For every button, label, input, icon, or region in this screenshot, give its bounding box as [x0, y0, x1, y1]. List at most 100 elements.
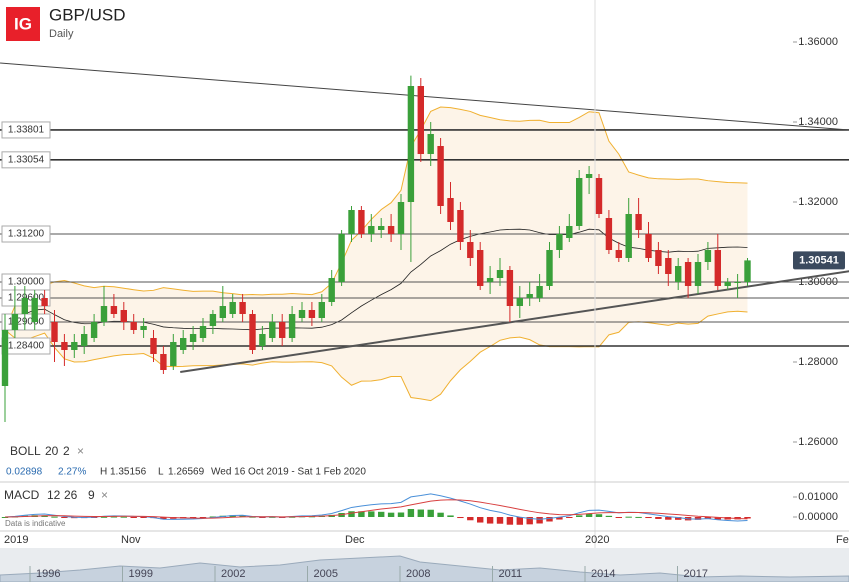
close-button[interactable]: ×: [77, 444, 84, 458]
candle-body: [61, 342, 68, 350]
navigator-area: [0, 555, 849, 582]
x-tick-label: 2020: [585, 534, 609, 546]
signal-line: [4, 499, 748, 520]
macd-histogram: [447, 515, 454, 517]
navigator-year: 2008: [406, 568, 430, 580]
bollinger-fill: [5, 106, 748, 401]
candle-body: [160, 354, 167, 370]
macd-histogram: [437, 512, 444, 517]
logo: [6, 7, 40, 41]
level-label-box: [1, 151, 51, 169]
macd-histogram: [417, 509, 424, 517]
macd-histogram: [160, 517, 167, 520]
level-label: 1.29000: [8, 317, 45, 328]
low: 1.26569: [168, 467, 205, 478]
boll-name: BOLL: [10, 444, 41, 458]
x-tick-label: Nov: [121, 534, 141, 546]
level-label: 1.33801: [8, 125, 45, 136]
macd-histogram: [704, 517, 712, 519]
macd-histogram: [506, 517, 514, 525]
macd-histogram: [645, 517, 652, 519]
y-tick-label: 0.00000: [798, 511, 838, 523]
macd-histogram: [605, 515, 613, 517]
macd-histogram: [209, 516, 217, 518]
change: 0.02898: [6, 467, 43, 478]
last-price-box: [793, 251, 845, 270]
macd-histogram: [130, 517, 137, 518]
level-label: 1.33054: [8, 154, 45, 165]
macd-histogram: [100, 516, 108, 518]
candle-body: [140, 326, 147, 330]
candle-body: [477, 250, 484, 286]
candle-body: [387, 226, 395, 234]
candle-body: [279, 322, 286, 338]
macd-histogram: [140, 517, 147, 518]
navigator-year: 2002: [221, 568, 245, 580]
candle-body: [635, 214, 642, 230]
macd-histogram: [546, 517, 553, 522]
bollinger-lower: [4, 310, 748, 402]
y-tick-label: 1.28000: [798, 356, 838, 368]
macd-histogram: [585, 513, 593, 517]
candle-body: [308, 310, 316, 318]
macd-histogram: [387, 512, 395, 517]
candle-body: [259, 334, 266, 346]
macd-histogram: [625, 516, 632, 518]
navigator-year: 1999: [129, 568, 153, 580]
candle-body: [130, 322, 137, 330]
candle-body: [51, 322, 58, 342]
level-label: 1.31200: [8, 229, 45, 240]
candle-body: [744, 260, 751, 282]
candle-body: [199, 326, 207, 338]
macd-histogram: [1, 517, 9, 518]
macd-histogram: [496, 517, 504, 524]
candle-body: [397, 202, 405, 234]
last-price: 1.30541: [799, 254, 839, 266]
candle-body: [100, 306, 108, 322]
candle-body: [120, 310, 127, 322]
candle-body: [655, 250, 662, 266]
candle-body: [71, 342, 78, 350]
candle-body: [348, 210, 355, 234]
macd-histogram: [348, 511, 355, 517]
candle-body: [684, 262, 692, 286]
candle-body: [457, 210, 464, 242]
candle-body: [585, 174, 593, 178]
navigator-year: 2005: [314, 568, 338, 580]
candle-body: [21, 298, 28, 314]
candle-body: [556, 234, 563, 250]
macd-histogram: [51, 516, 58, 518]
candle-body: [467, 242, 474, 258]
macd-signal: 9: [88, 488, 95, 502]
x-tick-label: Dec: [345, 534, 365, 546]
macd-histogram: [397, 512, 405, 517]
macd-histogram: [615, 517, 622, 518]
macd-histogram: [229, 515, 236, 517]
candle-body: [249, 314, 256, 350]
x-tick-label: 2019: [4, 534, 28, 546]
candle-body: [486, 278, 494, 282]
logo-text: IG: [14, 14, 32, 33]
candle-body: [724, 282, 731, 286]
close-button[interactable]: ×: [101, 488, 108, 502]
macd-histogram: [378, 511, 385, 517]
macd-histogram: [61, 517, 68, 518]
trendline: [0, 62, 849, 131]
navigator-year: 2014: [591, 568, 615, 580]
candle-body: [566, 226, 573, 238]
candle-body: [338, 234, 345, 282]
level-label: 1.30000: [8, 277, 45, 288]
high-label: H: [100, 467, 107, 478]
candle-body: [437, 146, 444, 206]
macd-histogram: [477, 517, 484, 523]
candle-body: [11, 314, 19, 330]
macd-histogram: [358, 511, 365, 517]
candle-body: [694, 262, 702, 286]
candle-body: [219, 306, 226, 318]
macd-histogram: [566, 517, 573, 518]
candle-body: [90, 322, 98, 338]
candle-body: [595, 178, 603, 214]
macd-slow: 26: [64, 488, 78, 502]
candle-body: [734, 282, 741, 283]
